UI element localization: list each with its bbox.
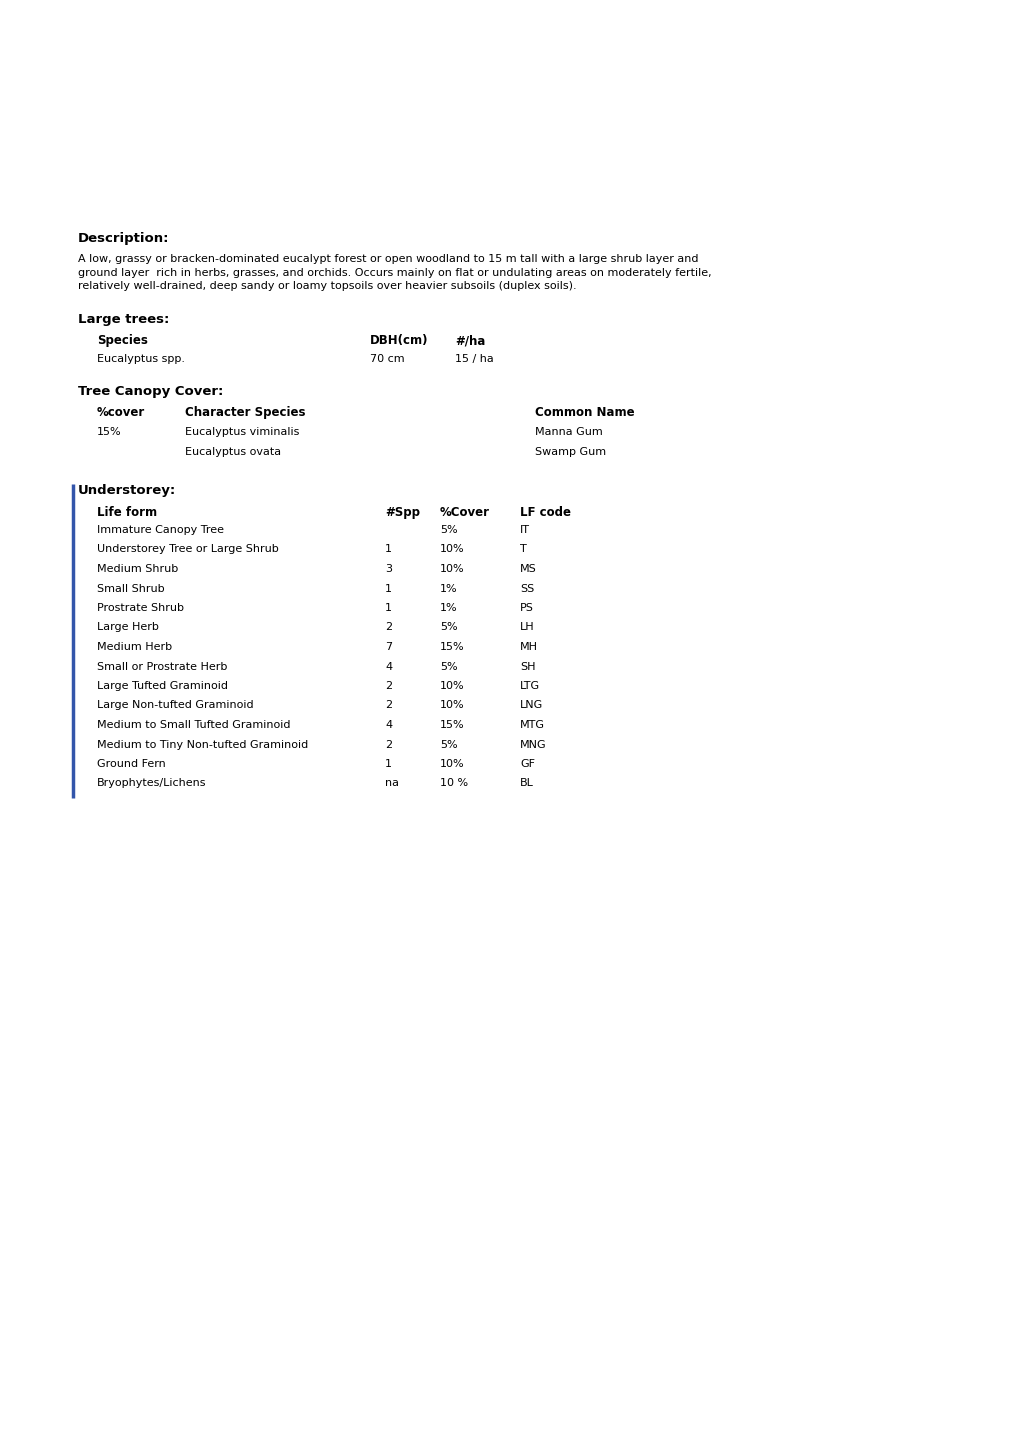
Text: MH: MH bbox=[520, 642, 537, 652]
Text: 2: 2 bbox=[384, 622, 391, 632]
Text: 7: 7 bbox=[384, 642, 391, 652]
Text: LTG: LTG bbox=[520, 681, 540, 691]
Text: Species: Species bbox=[97, 333, 148, 346]
Text: Prostrate Shrub: Prostrate Shrub bbox=[97, 603, 183, 613]
Text: 10%: 10% bbox=[439, 759, 465, 769]
Text: SH: SH bbox=[520, 661, 535, 671]
Text: Eucalyptus ovata: Eucalyptus ovata bbox=[184, 447, 281, 457]
Text: 1: 1 bbox=[384, 759, 391, 769]
Text: Medium to Small Tufted Graminoid: Medium to Small Tufted Graminoid bbox=[97, 720, 290, 730]
Text: 5%: 5% bbox=[439, 739, 458, 749]
Text: PS: PS bbox=[520, 603, 533, 613]
Text: Swamp Gum: Swamp Gum bbox=[535, 447, 605, 457]
Text: SS: SS bbox=[520, 583, 534, 593]
Text: Understorey:: Understorey: bbox=[77, 483, 176, 496]
Text: Bryophytes/Lichens: Bryophytes/Lichens bbox=[97, 779, 206, 788]
Text: %Cover: %Cover bbox=[439, 506, 489, 519]
Text: 15%: 15% bbox=[97, 427, 121, 437]
Text: 70 cm: 70 cm bbox=[370, 354, 405, 364]
Text: 1%: 1% bbox=[439, 603, 458, 613]
Text: Manna Gum: Manna Gum bbox=[535, 427, 602, 437]
Text: Description:: Description: bbox=[77, 232, 169, 245]
Text: 10%: 10% bbox=[439, 564, 465, 574]
Text: Small Shrub: Small Shrub bbox=[97, 583, 164, 593]
Text: 4: 4 bbox=[384, 720, 391, 730]
Text: MTG: MTG bbox=[520, 720, 544, 730]
Text: 2: 2 bbox=[384, 681, 391, 691]
Text: 1: 1 bbox=[384, 603, 391, 613]
Text: Immature Canopy Tree: Immature Canopy Tree bbox=[97, 525, 224, 535]
Text: Eucalyptus spp.: Eucalyptus spp. bbox=[97, 354, 184, 364]
Text: MS: MS bbox=[520, 564, 536, 574]
Text: 1: 1 bbox=[384, 544, 391, 554]
Text: Life form: Life form bbox=[97, 506, 157, 519]
Text: Large Herb: Large Herb bbox=[97, 622, 159, 632]
Text: 4: 4 bbox=[384, 661, 391, 671]
Text: A low, grassy or bracken-dominated eucalypt forest or open woodland to 15 m tall: A low, grassy or bracken-dominated eucal… bbox=[77, 254, 711, 291]
Text: Eucalyptus viminalis: Eucalyptus viminalis bbox=[184, 427, 300, 437]
Text: #Spp: #Spp bbox=[384, 506, 420, 519]
Text: LNG: LNG bbox=[520, 700, 543, 710]
Text: 5%: 5% bbox=[439, 525, 458, 535]
Text: Medium Herb: Medium Herb bbox=[97, 642, 172, 652]
Text: Large Tufted Graminoid: Large Tufted Graminoid bbox=[97, 681, 228, 691]
Text: Understorey Tree or Large Shrub: Understorey Tree or Large Shrub bbox=[97, 544, 278, 554]
Text: 2: 2 bbox=[384, 739, 391, 749]
Text: Common Name: Common Name bbox=[535, 405, 634, 418]
Text: 2: 2 bbox=[384, 700, 391, 710]
Text: Medium to Tiny Non-tufted Graminoid: Medium to Tiny Non-tufted Graminoid bbox=[97, 739, 308, 749]
Text: MNG: MNG bbox=[520, 739, 546, 749]
Text: Ground Fern: Ground Fern bbox=[97, 759, 166, 769]
Text: Large Non-tufted Graminoid: Large Non-tufted Graminoid bbox=[97, 700, 254, 710]
Text: %cover: %cover bbox=[97, 405, 145, 418]
Text: 15 / ha: 15 / ha bbox=[454, 354, 493, 364]
Text: 5%: 5% bbox=[439, 661, 458, 671]
Text: GF: GF bbox=[520, 759, 535, 769]
Text: 15%: 15% bbox=[439, 720, 465, 730]
Text: 10%: 10% bbox=[439, 681, 465, 691]
Text: T: T bbox=[520, 544, 526, 554]
Text: 10 %: 10 % bbox=[439, 779, 468, 788]
Text: 15%: 15% bbox=[439, 642, 465, 652]
Text: Character Species: Character Species bbox=[184, 405, 306, 418]
Text: 1%: 1% bbox=[439, 583, 458, 593]
Text: DBH(cm): DBH(cm) bbox=[370, 333, 428, 346]
Text: 10%: 10% bbox=[439, 544, 465, 554]
Text: LH: LH bbox=[520, 622, 534, 632]
Text: Medium Shrub: Medium Shrub bbox=[97, 564, 178, 574]
Text: 5%: 5% bbox=[439, 622, 458, 632]
Text: #/ha: #/ha bbox=[454, 333, 485, 346]
Text: Tree Canopy Cover:: Tree Canopy Cover: bbox=[77, 385, 223, 398]
Text: IT: IT bbox=[520, 525, 530, 535]
Text: 1: 1 bbox=[384, 583, 391, 593]
Text: BL: BL bbox=[520, 779, 533, 788]
Text: Small or Prostrate Herb: Small or Prostrate Herb bbox=[97, 661, 227, 671]
Text: 10%: 10% bbox=[439, 700, 465, 710]
Text: 3: 3 bbox=[384, 564, 391, 574]
Text: Large trees:: Large trees: bbox=[77, 313, 169, 326]
Text: na: na bbox=[384, 779, 398, 788]
Text: LF code: LF code bbox=[520, 506, 571, 519]
